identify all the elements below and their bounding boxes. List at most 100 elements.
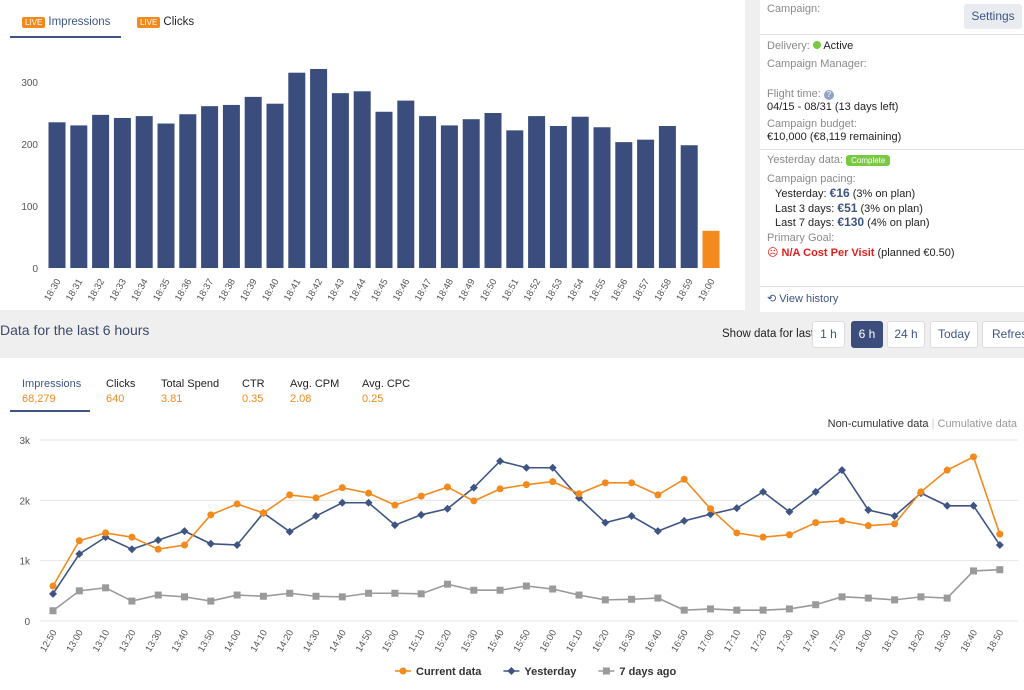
x-tick-label: 18:42 — [304, 277, 325, 303]
bar — [397, 100, 415, 268]
metric-value: 3.81 — [161, 393, 183, 405]
value: Active — [823, 40, 854, 52]
complete-badge: Complete — [846, 155, 891, 166]
range-button[interactable]: 24 h — [887, 321, 925, 348]
pacing-amount: €51 — [837, 200, 858, 215]
toggle-option[interactable]: Non-cumulative data — [827, 418, 929, 430]
metric-label: Clicks — [106, 378, 136, 390]
x-tick-label: 18:37 — [195, 277, 216, 303]
metric-value: 0.25 — [362, 393, 384, 405]
x-tick-label: 18:41 — [282, 277, 303, 303]
bar — [462, 119, 480, 268]
value: 04/15 - 08/31 (13 days left) — [767, 101, 899, 113]
pacing-note: (3% on plan) — [860, 202, 923, 215]
bar — [615, 142, 633, 268]
goal-note: (planned €0.50) — [877, 247, 955, 259]
separator — [760, 34, 1024, 35]
refresh-button[interactable]: Refresh — [982, 321, 1024, 348]
metric-label: CTR — [242, 378, 265, 390]
tab-label: Impressions — [48, 16, 111, 28]
bar — [637, 139, 655, 268]
history-link[interactable]: ⟲ View history — [767, 292, 838, 305]
bar — [266, 103, 284, 268]
bar — [135, 116, 153, 268]
x-tick-label: 18:49 — [456, 277, 477, 303]
metric[interactable]: Avg. CPM 2.08 — [290, 377, 339, 407]
toggle-option[interactable]: Cumulative data — [937, 418, 1018, 430]
bar — [113, 117, 131, 269]
x-tick-label: 18:35 — [151, 277, 172, 303]
pacing-label: Yesterday: — [775, 188, 827, 200]
metric-label: Avg. CPM — [290, 378, 340, 390]
metric[interactable]: Avg. CPC 0.25 — [362, 377, 410, 407]
metric[interactable]: Impressions 68,279 — [22, 377, 81, 407]
bar — [157, 123, 175, 268]
label: Delivery: — [767, 40, 810, 52]
bar — [353, 91, 371, 268]
help-icon[interactable]: ? — [823, 90, 834, 100]
x-tick-label: 18:31 — [64, 277, 85, 303]
label: Primary Goal: — [767, 232, 835, 244]
separator — [760, 286, 1024, 287]
x-tick-label: 18:59 — [674, 277, 695, 303]
bar — [680, 145, 698, 268]
goal-value: N/A Cost Per Visit — [781, 247, 875, 259]
range-button[interactable]: 6 h — [851, 321, 883, 348]
campaign-panel — [760, 0, 1024, 312]
label: Campaign budget: — [767, 118, 857, 130]
pacing-amount: €130 — [837, 215, 865, 229]
tab-label: Clicks — [163, 16, 195, 28]
yesterday: Yesterday data: Complete — [767, 154, 891, 166]
y-tick-label: 100 — [21, 202, 38, 213]
x-tick-label: 18:43 — [326, 277, 347, 303]
bar — [484, 113, 502, 268]
label: Campaign Manager: — [767, 58, 867, 70]
metric-value: 640 — [106, 393, 125, 405]
label: Flight time: — [767, 88, 821, 100]
bar — [70, 125, 88, 269]
tab[interactable]: LIVE Clicks — [137, 16, 194, 28]
metric-underline — [10, 410, 90, 412]
live-chart: 0 100 200 300 18:30 18:31 18:32 18:33 18:34 18:35… — [21, 68, 720, 303]
live-badge: LIVE — [22, 17, 46, 28]
x-tick-label: 18:54 — [565, 277, 586, 303]
x-tick-label: 18:33 — [108, 277, 129, 303]
x-tick-label: 19:00 — [696, 277, 717, 303]
metric[interactable]: Total Spend 3.81 — [161, 377, 219, 407]
x-tick-label: 18:53 — [544, 277, 565, 303]
tab[interactable]: LIVE Impressions — [22, 16, 110, 28]
metric[interactable]: Clicks 640 — [106, 377, 135, 407]
x-tick-label: 18:52 — [522, 277, 543, 303]
bar — [310, 68, 328, 268]
bar — [222, 104, 240, 268]
range-button[interactable]: 1 h — [812, 321, 845, 348]
separator — [760, 149, 1024, 150]
bar — [244, 96, 262, 268]
label: Yesterday data: — [767, 154, 844, 166]
divider: | — [931, 418, 935, 430]
x-tick-label: 18:44 — [347, 277, 368, 303]
bar — [331, 93, 349, 268]
metric[interactable]: CTR 0.35 — [242, 377, 265, 407]
bar — [201, 106, 219, 269]
x-tick-label: 18:57 — [631, 277, 652, 303]
metric-label: Total Spend — [161, 378, 220, 390]
metric-value: 2.08 — [290, 393, 312, 405]
section-title: Data for the last 6 hours — [0, 322, 150, 338]
report-panel — [0, 358, 1024, 690]
status-dot — [812, 41, 821, 49]
bar — [702, 230, 720, 268]
x-tick-label: 18:40 — [260, 277, 281, 303]
pacing-row: Yesterday: €16 (3% on plan) — [775, 186, 915, 200]
goal: ☹ N/A Cost Per Visit (planned €0.50) — [767, 246, 955, 259]
metric-value: 68,279 — [22, 393, 56, 405]
range-button[interactable]: Today — [930, 321, 978, 348]
clock-icon: ⟲ — [767, 293, 777, 305]
bar — [375, 111, 393, 268]
label: Campaign pacing: — [767, 173, 856, 185]
live-badge: LIVE — [137, 17, 161, 28]
tab-underline — [10, 36, 121, 38]
settings-button[interactable]: Settings — [964, 4, 1022, 29]
pacing-label: Last 7 days: — [775, 217, 835, 229]
value: €10,000 (€8,119 remaining) — [767, 131, 902, 143]
